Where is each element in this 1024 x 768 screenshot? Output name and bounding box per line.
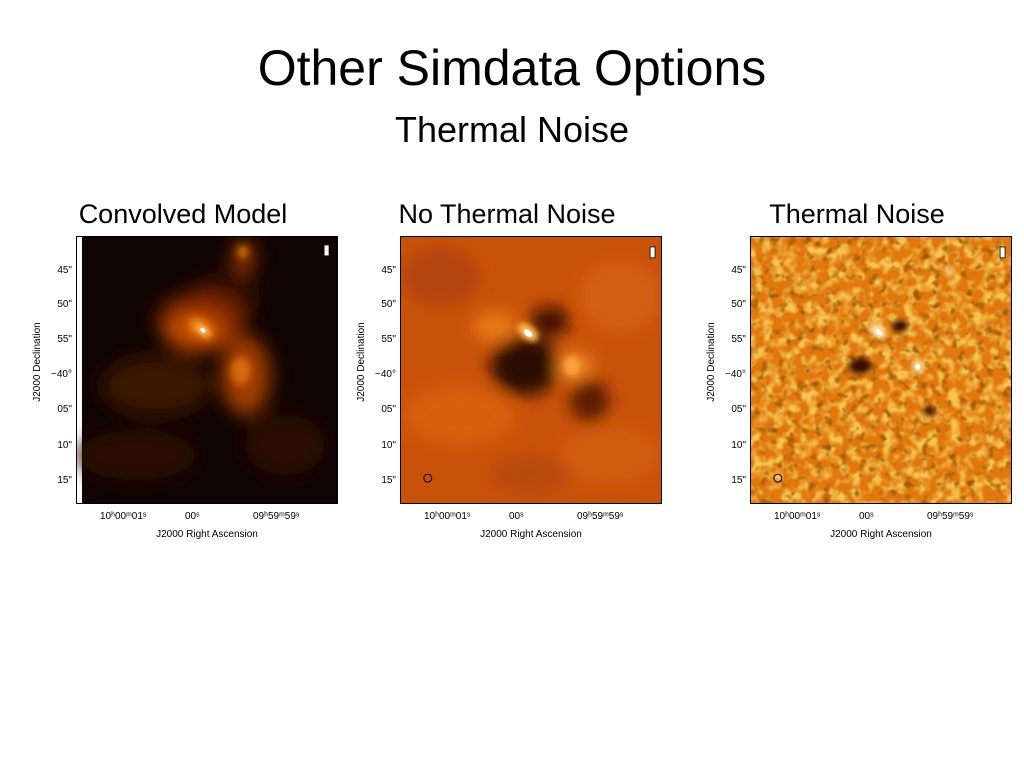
panel-thermal-noise: Thermal Noise — [702, 196, 1012, 546]
y-tick-label: 45" — [57, 265, 72, 276]
x-tick-label: 10ʰ00ᵐ01ˢ — [774, 511, 821, 522]
slide-subtitle: Thermal Noise — [394, 109, 630, 150]
y-tick-label: 05" — [57, 404, 72, 415]
thermal-noise-image — [750, 236, 1012, 504]
y-tick-label: 15" — [381, 475, 396, 486]
y-tick-label: −40° — [375, 369, 396, 380]
y-tick-label: 05" — [731, 404, 746, 415]
y-axis-label: J2000 Declination — [32, 322, 43, 402]
x-axis-label: J2000 Right Ascension — [156, 529, 258, 540]
y-tick-label: 55" — [381, 334, 396, 345]
y-tick-label: 15" — [731, 475, 746, 486]
y-tick-label: 10" — [381, 440, 396, 451]
x-tick-label: 09ʰ59ᵐ59ˢ — [253, 511, 300, 522]
y-axis-label: J2000 Declination — [356, 322, 367, 402]
panel-title: Thermal Noise — [769, 199, 945, 229]
y-tick-label: 45" — [731, 265, 746, 276]
convolved-model-image — [76, 236, 338, 504]
y-tick-label: −40° — [51, 369, 72, 380]
no-thermal-noise-image — [400, 236, 662, 504]
x-tick-label: 09ʰ59ᵐ59ˢ — [577, 511, 624, 522]
panel-title: Convolved Model — [78, 199, 288, 229]
x-tick-label: 09ʰ59ᵐ59ˢ — [927, 511, 974, 522]
y-tick-label: 05" — [381, 404, 396, 415]
y-tick-label: 10" — [57, 440, 72, 451]
x-tick-label: 10ʰ00ᵐ01ˢ — [424, 511, 471, 522]
y-tick-label: 50" — [731, 299, 746, 310]
slide-title: Other Simdata Options — [257, 40, 767, 96]
x-axis-label: J2000 Right Ascension — [480, 529, 582, 540]
y-tick-label: 50" — [57, 299, 72, 310]
y-tick-label: 10" — [731, 440, 746, 451]
y-tick-label: 55" — [57, 334, 72, 345]
panel-title: No Thermal Noise — [398, 199, 616, 229]
panel-convolved-model: Convolved Model — [28, 196, 338, 546]
y-tick-label: 45" — [381, 265, 396, 276]
y-tick-label: 50" — [381, 299, 396, 310]
x-tick-label: 00ˢ — [509, 511, 524, 522]
x-tick-label: 00ˢ — [185, 511, 200, 522]
x-tick-label: 10ʰ00ᵐ01ˢ — [100, 511, 147, 522]
y-tick-label: 15" — [57, 475, 72, 486]
y-axis-label: J2000 Declination — [706, 322, 717, 402]
x-tick-label: 00ˢ — [859, 511, 874, 522]
x-axis-label: J2000 Right Ascension — [830, 529, 932, 540]
y-tick-label: −40° — [725, 369, 746, 380]
panel-no-thermal-noise: No Thermal Noise — [352, 196, 662, 546]
y-tick-label: 55" — [731, 334, 746, 345]
